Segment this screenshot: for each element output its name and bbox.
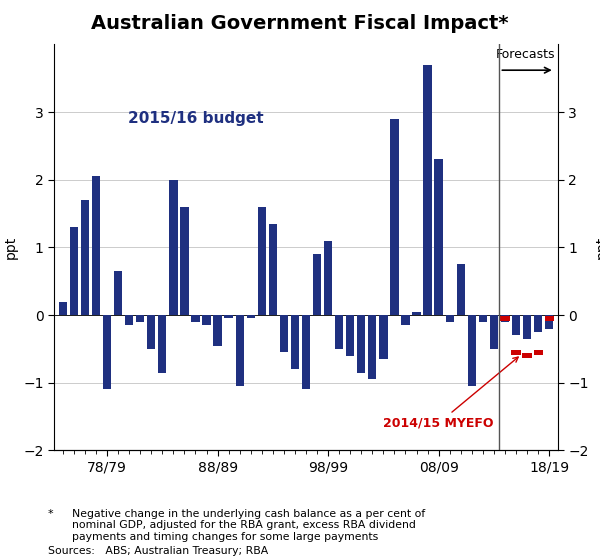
Bar [81, 200, 89, 315]
Bar [533, 350, 542, 355]
Bar [214, 315, 222, 345]
Bar [280, 315, 288, 353]
Bar [379, 315, 388, 359]
Bar [424, 64, 432, 315]
Bar [136, 315, 145, 322]
Text: 2015/16 budget: 2015/16 budget [128, 111, 263, 126]
Text: Sources:   ABS; Australian Treasury; RBA: Sources: ABS; Australian Treasury; RBA [48, 546, 268, 556]
Bar [500, 316, 509, 321]
Bar [467, 315, 476, 386]
Bar [501, 315, 509, 322]
Y-axis label: ppt: ppt [4, 236, 17, 259]
Bar [523, 353, 532, 358]
Bar [313, 254, 321, 315]
Bar [202, 315, 211, 325]
Bar [346, 315, 355, 356]
Bar [125, 315, 133, 325]
Bar [158, 315, 166, 373]
Bar [545, 315, 553, 329]
Bar [247, 315, 255, 319]
Text: Australian Government Fiscal Impact*: Australian Government Fiscal Impact* [91, 14, 509, 33]
Bar [257, 207, 266, 315]
Bar [103, 315, 111, 389]
Bar [169, 180, 178, 315]
Text: Negative change in the underlying cash balance as a per cent of
nominal GDP, adj: Negative change in the underlying cash b… [72, 509, 425, 542]
Bar [523, 315, 531, 339]
Bar [434, 160, 443, 315]
Text: Forecasts: Forecasts [496, 48, 556, 61]
Bar [534, 315, 542, 332]
Bar [412, 312, 421, 315]
Bar [490, 315, 498, 349]
Bar [236, 315, 244, 386]
Bar [70, 227, 78, 315]
Bar [390, 119, 398, 315]
Bar [147, 315, 155, 349]
Bar [357, 315, 365, 373]
Bar [479, 315, 487, 322]
Text: *: * [48, 509, 53, 519]
Bar [446, 315, 454, 322]
Text: 2014/15 MYEFO: 2014/15 MYEFO [383, 357, 518, 430]
Bar [545, 316, 554, 321]
Bar [114, 271, 122, 315]
Bar [324, 241, 332, 315]
Bar [457, 264, 465, 315]
Bar [302, 315, 310, 389]
Bar [224, 315, 233, 319]
Bar [512, 315, 520, 335]
Bar [92, 176, 100, 315]
Bar [59, 301, 67, 315]
Y-axis label: ppt: ppt [595, 236, 600, 259]
Bar [191, 315, 200, 322]
Bar [180, 207, 188, 315]
Bar [368, 315, 376, 379]
Bar [401, 315, 410, 325]
Bar [511, 350, 521, 355]
Bar [335, 315, 343, 349]
Bar [269, 224, 277, 315]
Bar [291, 315, 299, 369]
